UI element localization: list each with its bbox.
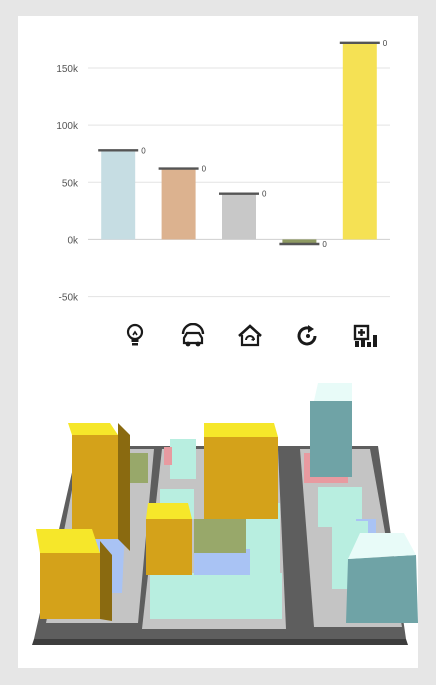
building-yellow-tall-top [68, 423, 118, 435]
building-yellow-left-side [100, 541, 112, 621]
y-tick-label: 100k [56, 121, 79, 132]
building-yellow-left-top [36, 529, 100, 553]
y-tick-label: -50k [59, 293, 79, 304]
city-scene[interactable] [18, 361, 418, 661]
y-tick-label: 50k [62, 178, 79, 189]
data-label: 0 [262, 190, 267, 199]
y-tick-label: 150k [56, 64, 79, 75]
data-label: 0 [322, 240, 327, 249]
bar-chart: 150k 100k 50k 0k -50k 0 0 0 0 0 [56, 39, 390, 304]
house-recycle-button[interactable] [235, 321, 265, 351]
bar[interactable] [222, 193, 256, 240]
refresh-icon [297, 325, 316, 346]
city-stats-button[interactable] [350, 321, 380, 351]
bar[interactable] [161, 168, 196, 240]
road-front-edge [32, 639, 408, 645]
building-yellow-left [40, 553, 100, 619]
building-mint-low [150, 573, 282, 619]
house-recycle-icon [238, 324, 262, 347]
refresh-button[interactable] [293, 321, 323, 351]
building-pink-back [164, 447, 172, 465]
building-teal-right [346, 555, 418, 623]
lightbulb-button[interactable] [120, 321, 150, 351]
building-yellow-small-top [146, 503, 192, 519]
building-yellow-tall-side [118, 423, 130, 551]
panel: 150k 100k 50k 0k -50k 0 0 0 0 0 [18, 16, 418, 668]
bar[interactable] [342, 42, 377, 240]
building-teal-tower-top [314, 383, 352, 401]
car-icon [181, 323, 204, 347]
building-yellow-center [204, 437, 278, 519]
building-yellow-tall [72, 435, 118, 539]
lightbulb-icon [126, 323, 144, 346]
building-olive-center [194, 519, 246, 553]
data-label: 0 [383, 39, 388, 48]
city-stats-icon [353, 324, 377, 347]
data-label: 0 [141, 146, 146, 155]
bar[interactable] [101, 150, 136, 240]
building-mint-right-1 [318, 487, 362, 527]
y-tick-label: 0k [67, 235, 79, 246]
building-yellow-center-top [204, 423, 278, 437]
building-teal-right-top [348, 533, 416, 559]
bar[interactable] [282, 239, 317, 244]
car-button[interactable] [178, 321, 208, 351]
building-mint-back [170, 439, 196, 479]
building-yellow-small [146, 519, 192, 575]
toolbar [120, 318, 380, 354]
data-label: 0 [202, 165, 207, 174]
building-blue-center [194, 549, 250, 575]
building-teal-tower [310, 401, 352, 477]
